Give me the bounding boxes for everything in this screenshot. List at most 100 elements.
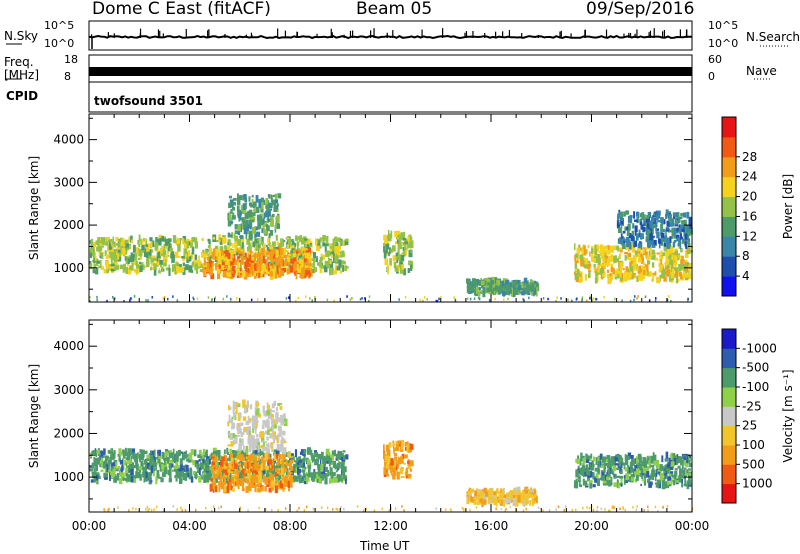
power-cell (262, 244, 266, 249)
velocity-cell (467, 498, 471, 502)
power-cell (658, 241, 661, 249)
power-cell (119, 264, 124, 269)
velocity-cell (227, 444, 231, 447)
power-cell (194, 254, 198, 260)
velocity-cell (246, 428, 249, 435)
power-cell (617, 245, 619, 252)
velocity-cell (234, 436, 238, 444)
power-cell (656, 276, 660, 284)
velocity-cell (161, 464, 163, 469)
velocity-cell (220, 481, 225, 490)
velocity-cell (287, 480, 290, 489)
velocity-cell (104, 460, 107, 463)
velocity-cell (583, 481, 588, 486)
power-cell (237, 262, 240, 268)
power-cell (587, 244, 590, 249)
velocity-cell (391, 460, 395, 466)
power-ground-cell (603, 295, 605, 299)
power-cell (275, 262, 277, 267)
velocity-region (573, 451, 692, 490)
power-cell (653, 239, 657, 246)
power-cell (494, 284, 498, 289)
power-cell (251, 265, 255, 271)
velocity-cell (507, 497, 510, 500)
power-cell (242, 271, 246, 277)
power-cell (194, 263, 198, 271)
velocity-cell (330, 478, 334, 483)
power-cell (642, 275, 645, 279)
power-cell (234, 235, 239, 242)
velocity-cell (533, 489, 537, 496)
power-cell (502, 278, 506, 284)
velocity-cell (166, 456, 170, 464)
velocity-cell (135, 471, 139, 479)
velocity-cell (598, 461, 601, 468)
power-cell (631, 260, 634, 264)
cpid-value: twofsound 3501 (94, 94, 203, 108)
power-cell (407, 267, 411, 273)
power-cell (272, 242, 275, 249)
power-cell (320, 253, 323, 256)
velocity-cell (643, 470, 647, 479)
velocity-cell (393, 460, 397, 467)
velocity-cell (224, 459, 227, 464)
velocity-cell (97, 457, 100, 463)
power-cell (655, 227, 658, 234)
power-cell (399, 246, 403, 250)
power-cell (254, 226, 259, 231)
power-cell (403, 231, 406, 238)
power-cell (121, 248, 126, 256)
power-ground-cell (589, 295, 592, 299)
power-cell (244, 202, 247, 210)
power-cell (292, 243, 295, 249)
velocity-cell (284, 461, 286, 465)
velocity-cell (240, 438, 244, 446)
velocity-cell (229, 448, 232, 454)
velocity-cell (684, 456, 686, 460)
power-cell (222, 261, 225, 266)
velocity-cell (184, 476, 188, 481)
power-cell (254, 238, 258, 243)
power-cell (390, 248, 393, 253)
power-cell (255, 241, 260, 244)
power-cell (256, 231, 261, 237)
velocity-cell (488, 492, 491, 500)
power-cell (674, 223, 679, 227)
power-cell (634, 229, 637, 236)
velocity-cell (208, 473, 211, 481)
power-cell (591, 248, 594, 254)
power-cell (628, 224, 631, 228)
power-ground-cell (595, 297, 597, 301)
power-cell (89, 263, 93, 270)
velocity-cell (148, 472, 152, 479)
power-cell (261, 202, 264, 210)
velocity-cell (153, 457, 156, 462)
power-cell (246, 238, 251, 245)
velocity-cell (236, 470, 240, 475)
power-cell (402, 242, 405, 246)
velocity-cell (240, 474, 243, 478)
power-cell (673, 233, 676, 239)
power-cell (315, 259, 318, 262)
power-cell (252, 241, 256, 248)
velocity-cell (470, 496, 474, 502)
power-cell (332, 243, 336, 247)
velocity-cell (260, 445, 263, 449)
velocity-cell (241, 468, 246, 475)
power-cell (345, 238, 349, 242)
velocity-cell (93, 456, 96, 464)
velocity-cell (258, 475, 262, 484)
power-cell (270, 249, 275, 256)
velocity-cell (242, 416, 247, 421)
power-ground-cell (162, 297, 165, 300)
velocity-cell (220, 459, 224, 467)
velocity-region (383, 439, 414, 480)
power-cell (408, 236, 413, 241)
velocity-cell (146, 454, 151, 460)
velocity-cell (256, 476, 260, 484)
velocity-cell (242, 428, 245, 435)
velocity-cell (317, 464, 322, 471)
cpid-label: CPID (6, 89, 39, 103)
power-cell (116, 251, 118, 256)
velocity-cell (397, 460, 400, 467)
